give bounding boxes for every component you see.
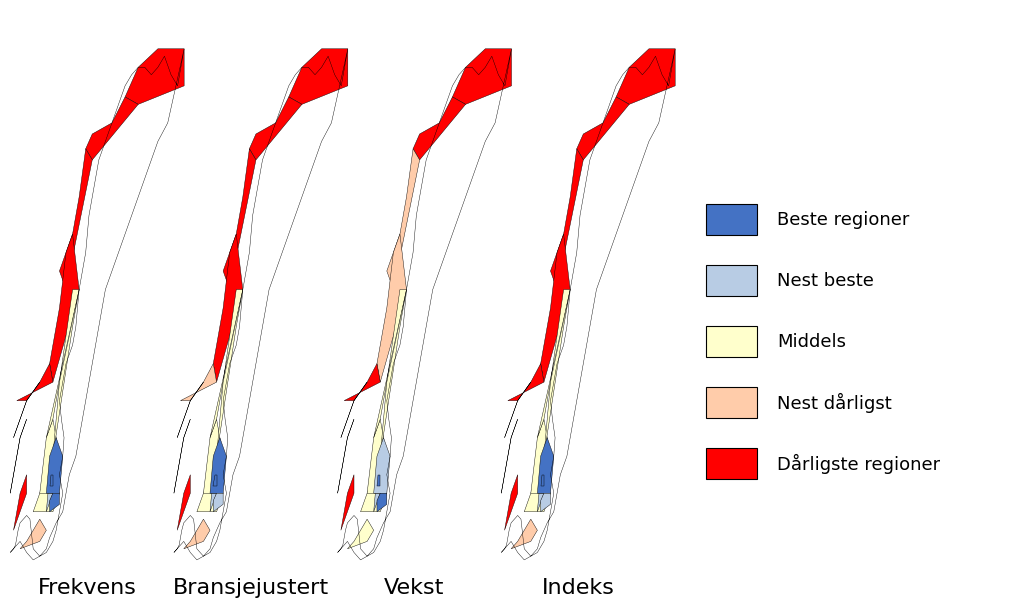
Text: Frekvens: Frekvens	[38, 578, 136, 598]
Text: Middels: Middels	[777, 332, 846, 351]
Polygon shape	[387, 149, 419, 290]
Polygon shape	[537, 290, 570, 438]
Polygon shape	[376, 493, 387, 512]
Polygon shape	[210, 438, 226, 493]
Polygon shape	[341, 475, 354, 530]
Polygon shape	[344, 364, 381, 401]
Polygon shape	[501, 419, 518, 493]
Text: Dårligste regioner: Dårligste regioner	[777, 454, 940, 473]
Polygon shape	[373, 456, 384, 512]
Polygon shape	[373, 290, 406, 438]
Text: Bransjejustert: Bransjejustert	[173, 578, 328, 598]
Polygon shape	[40, 419, 59, 493]
Polygon shape	[376, 475, 381, 486]
Polygon shape	[537, 456, 547, 512]
Polygon shape	[20, 519, 46, 549]
Polygon shape	[210, 290, 242, 438]
Polygon shape	[59, 149, 92, 290]
Polygon shape	[348, 519, 373, 549]
Polygon shape	[616, 49, 675, 104]
Polygon shape	[360, 475, 387, 512]
Polygon shape	[223, 149, 256, 290]
Polygon shape	[217, 290, 242, 456]
Polygon shape	[540, 234, 570, 382]
Polygon shape	[174, 419, 190, 493]
Polygon shape	[13, 475, 27, 530]
Polygon shape	[49, 475, 53, 486]
Polygon shape	[376, 234, 406, 382]
Polygon shape	[16, 364, 53, 401]
Polygon shape	[524, 475, 550, 512]
Polygon shape	[204, 419, 223, 493]
Text: Vekst: Vekst	[384, 578, 445, 598]
Polygon shape	[213, 475, 217, 486]
Polygon shape	[177, 475, 190, 530]
Polygon shape	[49, 234, 79, 382]
Polygon shape	[213, 493, 223, 512]
Polygon shape	[10, 419, 27, 493]
Polygon shape	[184, 519, 210, 549]
Polygon shape	[413, 97, 465, 160]
Polygon shape	[373, 438, 390, 493]
Polygon shape	[46, 438, 62, 493]
Text: Beste regioner: Beste regioner	[777, 210, 909, 229]
Polygon shape	[512, 519, 537, 549]
Polygon shape	[341, 382, 367, 438]
Polygon shape	[210, 456, 220, 512]
Text: Nest beste: Nest beste	[777, 271, 875, 290]
Polygon shape	[46, 456, 56, 512]
FancyBboxPatch shape	[706, 204, 757, 235]
Polygon shape	[540, 475, 544, 486]
Polygon shape	[544, 290, 570, 456]
FancyBboxPatch shape	[706, 265, 757, 296]
Polygon shape	[504, 475, 518, 530]
FancyBboxPatch shape	[706, 448, 757, 479]
Polygon shape	[531, 419, 550, 493]
Polygon shape	[125, 49, 184, 104]
Polygon shape	[504, 382, 531, 438]
Polygon shape	[33, 475, 59, 512]
Polygon shape	[452, 49, 512, 104]
Polygon shape	[177, 382, 204, 438]
Polygon shape	[338, 419, 354, 493]
Polygon shape	[550, 149, 583, 290]
Polygon shape	[367, 419, 387, 493]
Text: Indeks: Indeks	[541, 578, 615, 598]
Polygon shape	[196, 475, 223, 512]
Polygon shape	[507, 364, 544, 401]
Polygon shape	[577, 97, 629, 160]
Polygon shape	[53, 290, 79, 456]
Polygon shape	[180, 364, 217, 401]
FancyBboxPatch shape	[706, 326, 757, 357]
Polygon shape	[213, 234, 242, 382]
Polygon shape	[46, 290, 79, 438]
FancyBboxPatch shape	[706, 387, 757, 418]
Text: Nest dårligst: Nest dårligst	[777, 393, 892, 412]
Polygon shape	[13, 382, 40, 438]
Polygon shape	[49, 493, 59, 512]
Polygon shape	[540, 493, 550, 512]
Polygon shape	[537, 438, 553, 493]
Polygon shape	[250, 97, 302, 160]
Polygon shape	[86, 97, 138, 160]
Polygon shape	[381, 290, 406, 456]
Polygon shape	[288, 49, 348, 104]
